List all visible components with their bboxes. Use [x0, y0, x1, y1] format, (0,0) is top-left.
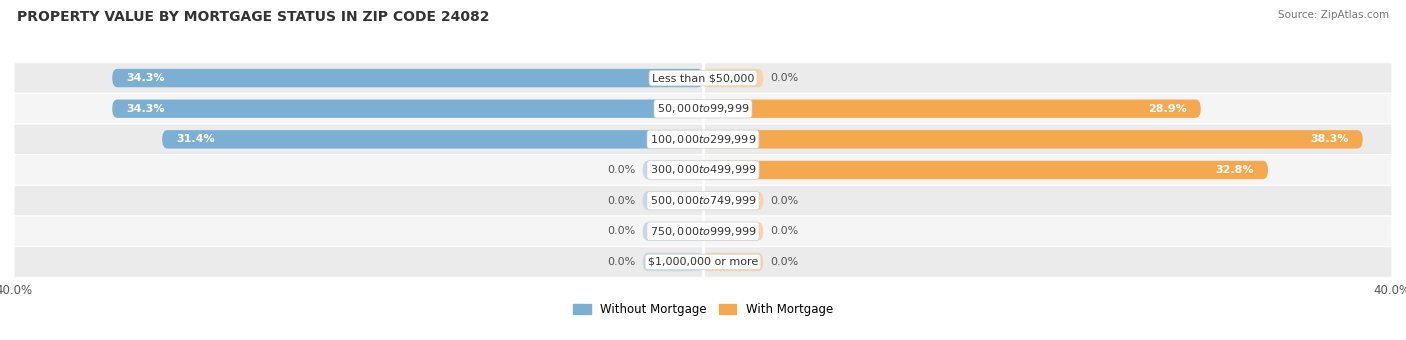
Text: $300,000 to $499,999: $300,000 to $499,999 — [650, 164, 756, 176]
Text: PROPERTY VALUE BY MORTGAGE STATUS IN ZIP CODE 24082: PROPERTY VALUE BY MORTGAGE STATUS IN ZIP… — [17, 10, 489, 24]
FancyBboxPatch shape — [703, 130, 1362, 149]
FancyBboxPatch shape — [14, 246, 1392, 277]
Text: 31.4%: 31.4% — [176, 134, 215, 144]
Text: 0.0%: 0.0% — [607, 257, 636, 267]
Text: 0.0%: 0.0% — [770, 257, 799, 267]
Text: $500,000 to $749,999: $500,000 to $749,999 — [650, 194, 756, 207]
Text: $50,000 to $99,999: $50,000 to $99,999 — [657, 102, 749, 115]
Text: Less than $50,000: Less than $50,000 — [652, 73, 754, 83]
Text: 0.0%: 0.0% — [770, 73, 799, 83]
FancyBboxPatch shape — [703, 222, 763, 240]
Text: $100,000 to $299,999: $100,000 to $299,999 — [650, 133, 756, 146]
Text: 0.0%: 0.0% — [607, 165, 636, 175]
FancyBboxPatch shape — [643, 253, 703, 271]
FancyBboxPatch shape — [643, 191, 703, 210]
Text: 34.3%: 34.3% — [127, 104, 165, 114]
Text: 34.3%: 34.3% — [127, 73, 165, 83]
FancyBboxPatch shape — [112, 100, 703, 118]
FancyBboxPatch shape — [14, 94, 1392, 124]
FancyBboxPatch shape — [643, 161, 703, 179]
FancyBboxPatch shape — [162, 130, 703, 149]
Legend: Without Mortgage, With Mortgage: Without Mortgage, With Mortgage — [568, 298, 838, 321]
FancyBboxPatch shape — [643, 222, 703, 240]
FancyBboxPatch shape — [14, 185, 1392, 216]
FancyBboxPatch shape — [703, 69, 763, 87]
FancyBboxPatch shape — [703, 100, 1201, 118]
Text: 0.0%: 0.0% — [770, 195, 799, 206]
FancyBboxPatch shape — [703, 253, 763, 271]
Text: 32.8%: 32.8% — [1216, 165, 1254, 175]
FancyBboxPatch shape — [112, 69, 703, 87]
Text: 38.3%: 38.3% — [1310, 134, 1348, 144]
Text: 0.0%: 0.0% — [607, 195, 636, 206]
FancyBboxPatch shape — [703, 161, 1268, 179]
FancyBboxPatch shape — [14, 216, 1392, 246]
FancyBboxPatch shape — [14, 155, 1392, 185]
Text: 28.9%: 28.9% — [1149, 104, 1187, 114]
Text: $750,000 to $999,999: $750,000 to $999,999 — [650, 225, 756, 238]
Text: 0.0%: 0.0% — [770, 226, 799, 236]
FancyBboxPatch shape — [14, 124, 1392, 155]
FancyBboxPatch shape — [703, 191, 763, 210]
Text: Source: ZipAtlas.com: Source: ZipAtlas.com — [1278, 10, 1389, 20]
FancyBboxPatch shape — [14, 63, 1392, 94]
Text: $1,000,000 or more: $1,000,000 or more — [648, 257, 758, 267]
Text: 0.0%: 0.0% — [607, 226, 636, 236]
